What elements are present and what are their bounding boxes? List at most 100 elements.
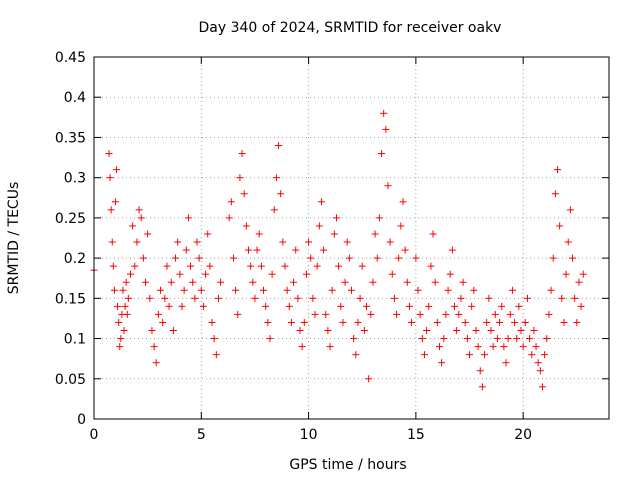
data-point [148, 327, 156, 335]
data-point [386, 238, 394, 246]
data-point [195, 254, 203, 262]
data-point [453, 327, 461, 335]
data-point [547, 286, 555, 294]
data-point [412, 254, 420, 262]
y-tick-label: 0.2 [64, 251, 86, 267]
data-point [281, 262, 289, 270]
data-point [521, 318, 529, 326]
data-point [390, 294, 398, 302]
data-point [554, 166, 561, 174]
data-point [320, 246, 328, 254]
data-point [330, 230, 338, 238]
data-point [373, 254, 381, 262]
data-point [180, 286, 188, 294]
data-point [154, 310, 162, 318]
data-point [187, 262, 195, 270]
data-point [335, 262, 343, 270]
data-point [184, 214, 192, 222]
data-point [206, 262, 214, 270]
data-point [337, 302, 345, 310]
data-point [251, 294, 259, 302]
data-point [414, 286, 422, 294]
data-point [448, 246, 456, 254]
data-point [178, 302, 186, 310]
data-point [461, 318, 469, 326]
x-tick-label: 10 [300, 427, 318, 443]
data-point [504, 335, 512, 343]
data-point [545, 310, 553, 318]
data-point [423, 327, 431, 335]
data-point [575, 278, 583, 286]
data-point [403, 278, 411, 286]
data-point [493, 335, 501, 343]
data-point [287, 318, 295, 326]
data-point [399, 198, 407, 206]
data-point [305, 238, 313, 246]
x-axis-label: GPS time / hours [289, 457, 406, 473]
data-point [418, 335, 426, 343]
data-point [311, 310, 319, 318]
data-point [526, 335, 534, 343]
data-point [350, 335, 358, 343]
data-point [131, 262, 139, 270]
data-point [380, 109, 388, 117]
data-point [146, 294, 154, 302]
data-point [571, 294, 579, 302]
data-point [315, 222, 323, 230]
data-point [110, 286, 118, 294]
data-point [500, 343, 508, 351]
data-point [193, 238, 201, 246]
data-point [485, 294, 493, 302]
data-point [508, 286, 516, 294]
data-point [260, 286, 268, 294]
data-point [393, 310, 401, 318]
data-point [433, 318, 441, 326]
data-point [367, 310, 375, 318]
data-point [566, 206, 574, 214]
data-point [268, 270, 276, 278]
data-point [352, 351, 360, 359]
data-point [472, 327, 480, 335]
data-point [517, 327, 525, 335]
data-point [440, 335, 448, 343]
data-point [152, 359, 160, 367]
data-point [182, 246, 190, 254]
data-point [511, 318, 519, 326]
data-point [416, 310, 424, 318]
data-point [114, 302, 122, 310]
data-point [498, 302, 506, 310]
data-point [197, 286, 205, 294]
data-point [534, 359, 542, 367]
data-point [142, 278, 149, 286]
data-point [558, 294, 566, 302]
grid-lines [94, 57, 609, 419]
data-point [442, 310, 450, 318]
data-point [285, 302, 293, 310]
data-point [476, 367, 484, 375]
data-point [262, 302, 270, 310]
y-tick-label: 0.35 [55, 130, 86, 146]
data-point [225, 214, 233, 222]
data-point [157, 286, 165, 294]
plot-frame [93, 56, 610, 420]
data-point [106, 174, 114, 182]
data-point [176, 270, 184, 278]
data-point [245, 246, 252, 254]
data-point [126, 270, 134, 278]
data-point [214, 294, 222, 302]
data-point [470, 286, 478, 294]
data-point [420, 351, 428, 359]
data-point [283, 286, 291, 294]
chart-title: Day 340 of 2024, SRMTID for receiver oak… [199, 20, 502, 36]
data-point [264, 318, 272, 326]
data-point [309, 294, 317, 302]
data-point [229, 254, 237, 262]
data-point [378, 150, 386, 158]
x-tick-label: 15 [407, 427, 425, 443]
data-point [300, 318, 308, 326]
data-point [328, 286, 336, 294]
data-point [332, 214, 340, 222]
data-point [483, 318, 491, 326]
